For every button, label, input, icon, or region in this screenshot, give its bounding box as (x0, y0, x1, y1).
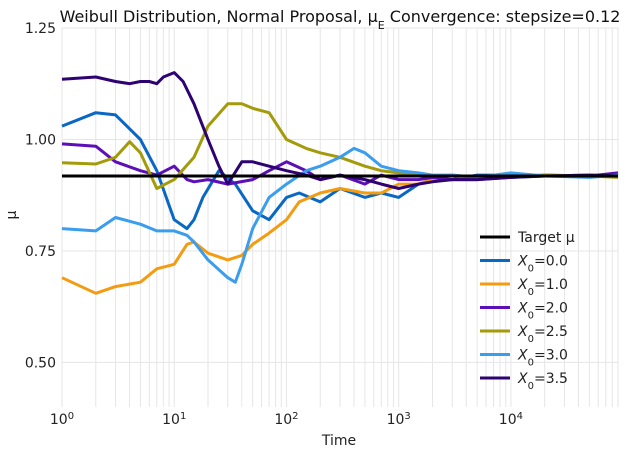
title-subscript: E (378, 19, 385, 32)
x-tick-label: 100 (50, 411, 74, 429)
legend-label: X0=1.0 (517, 277, 568, 298)
legend: Target μ X0=0.0X0=1.0 X0=2.0X0=2.5 X0=3.0X0… (480, 230, 575, 392)
y-axis-label: μ (4, 210, 20, 219)
x-tick-label: 102 (274, 411, 298, 429)
y-tick-label: 1.00 (25, 132, 56, 148)
x-axis-label: Time (321, 433, 356, 449)
x-tick-label: 104 (499, 411, 523, 429)
x-tick-label: 103 (387, 411, 411, 429)
legend-label: X0=2.5 (517, 324, 568, 345)
grid (61, 27, 619, 407)
x-tick-label: 101 (162, 411, 186, 429)
legend-label: X0=2.0 (517, 301, 568, 322)
series-line-x0-5 (61, 71, 619, 190)
y-tick-label: 1.25 (25, 21, 56, 37)
legend-label: X0=3.0 (517, 348, 568, 369)
y-tick-label: 0.75 (25, 244, 56, 260)
legend-label: Target μ (517, 230, 575, 246)
tick-labels: 0.50 0.75 1.00 1.25 100 101 102 103 104 (25, 21, 523, 428)
legend-label: X0=3.5 (517, 371, 568, 392)
series-lines (61, 71, 619, 295)
y-tick-label: 0.50 (25, 355, 56, 371)
legend-label: X0=0.0 (517, 254, 568, 275)
title-rest: Convergence: stepsize=0.12 (385, 7, 621, 26)
